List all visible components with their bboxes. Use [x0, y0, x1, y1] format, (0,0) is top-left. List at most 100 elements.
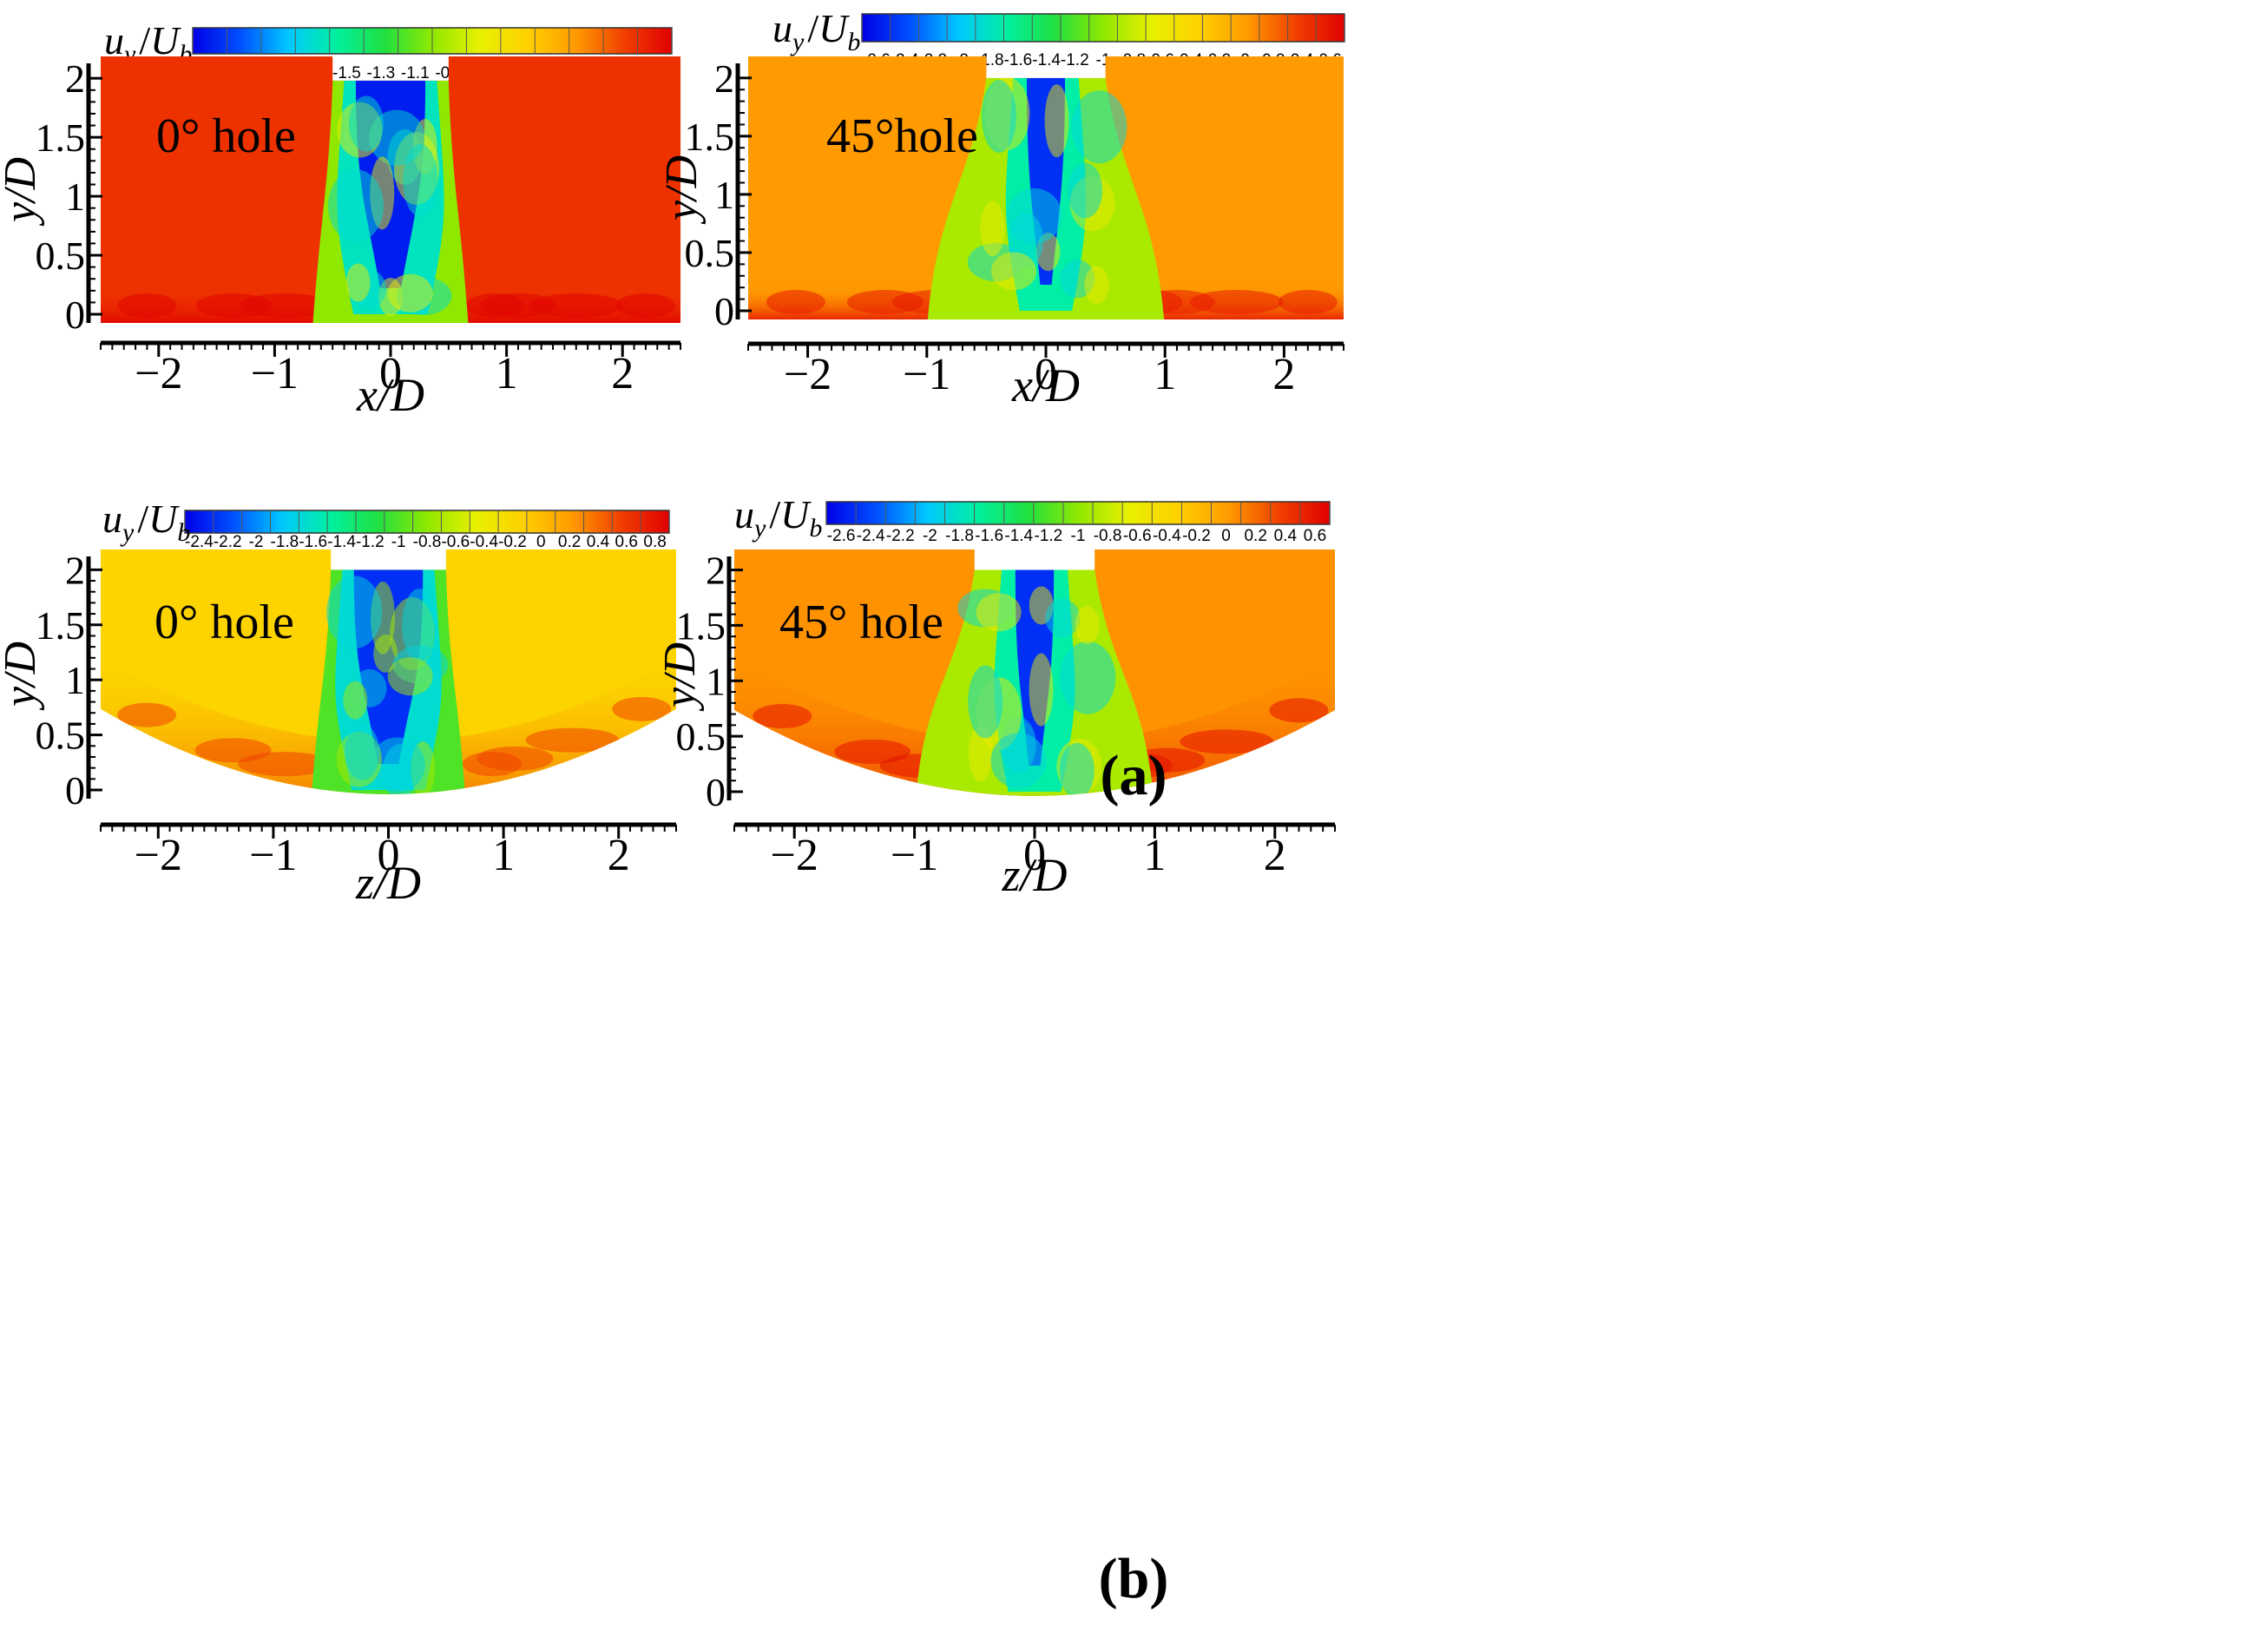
colorbar-label: uy/Ub: [102, 497, 190, 547]
colorbar-tick-label: -2: [249, 533, 264, 551]
panel-label-b: (b): [1099, 1547, 1169, 1610]
turbulent-structure: [1059, 742, 1095, 796]
wall-hotspot: [117, 702, 177, 727]
turbulent-structure: [1068, 162, 1103, 219]
colorbar-tick-label: -1.8: [945, 527, 974, 545]
turbulent-structure: [1060, 641, 1116, 714]
y-tick-label: 1: [706, 659, 726, 703]
colorbar-tick-label: -1.4: [327, 533, 356, 551]
colorbar-tick-label: -0.2: [1182, 527, 1211, 545]
colorbar-tick-label: -1.1: [401, 64, 430, 82]
colorbar-tick-label: -1.3: [366, 64, 395, 82]
turbulent-structure: [326, 576, 383, 649]
x-tick-label: −1: [251, 349, 299, 398]
turbulent-structure: [980, 201, 1005, 257]
contour-field: [101, 549, 676, 794]
panel-a-right: -2.6-2.4-2.2-2-1.8-1.6-1.4-1.2-1-0.8-0.6…: [657, 6, 1345, 411]
y-tick-label: 0.5: [36, 234, 86, 278]
colorbar-tick-label: 0.2: [558, 533, 581, 551]
turbulent-structure: [387, 657, 433, 696]
y-axis: 0 0.5 1 1.5 2 y/D: [0, 56, 102, 337]
turbulent-structure: [1029, 653, 1054, 727]
x-tick-label: 2: [1264, 831, 1286, 880]
colorbar-tick-label: -1.6: [975, 527, 1003, 545]
colorbar-tick-label: -1.2: [1035, 527, 1063, 545]
turbulent-structure: [1045, 598, 1081, 637]
contour-field: [748, 56, 1344, 319]
turbulent-structure: [1044, 84, 1069, 158]
colorbar-tick-label: 0.4: [1274, 527, 1298, 545]
contour-field: [734, 549, 1335, 796]
colorbar-tick-label: 0: [536, 533, 546, 551]
turbulent-structure: [369, 737, 425, 793]
x-axis: −2 −1 0 1 2 x/D: [747, 341, 1344, 411]
y-tick-label: 1.5: [36, 603, 86, 648]
wall-hotspot: [529, 293, 623, 318]
turbulent-structure: [991, 252, 1037, 291]
colorbar-tick-label: -1.2: [356, 533, 385, 551]
panel-label-a: (a): [1101, 744, 1167, 807]
x-tick-label: −2: [135, 831, 182, 880]
colorbar-gradient: [184, 510, 670, 534]
y-tick-label: 0.5: [676, 714, 726, 759]
colorbar-gradient: [861, 13, 1345, 43]
colorbar-tick-label: -1.8: [271, 533, 299, 551]
colorbar-tick-label: -0.4: [1153, 527, 1181, 545]
x-axis-label: x/D: [1011, 359, 1080, 411]
colorbar-tick-label: -1: [391, 533, 406, 551]
turbulent-structure: [968, 725, 993, 781]
x-tick-label: −1: [903, 350, 950, 399]
field-layers: [101, 56, 680, 323]
colorbar-tick-label: -1.2: [1061, 51, 1089, 69]
y-axis: 0 0.5 1 1.5 2 y/D: [657, 56, 752, 333]
x-tick-label: −2: [771, 831, 818, 880]
colorbar-tick-label: -1.4: [1032, 51, 1061, 69]
x-axis-label: x/D: [356, 369, 424, 421]
colorbar-tick-label: -2.2: [886, 527, 915, 545]
colorbar-tick-label: -1.6: [299, 533, 327, 551]
colorbar-label: uy/Ub: [734, 492, 822, 543]
x-tick-label: 2: [611, 349, 634, 398]
turbulent-structure: [1071, 90, 1127, 164]
x-tick-label: 2: [608, 831, 630, 880]
turbulent-structure: [981, 79, 1016, 153]
y-tick-label: 2: [714, 56, 734, 101]
y-tick-label: 2: [65, 56, 85, 101]
colorbar-tick-label: 0: [1221, 527, 1231, 545]
y-tick-label: 0.5: [685, 231, 735, 275]
turbulent-structure: [345, 724, 380, 780]
x-axis: −2 −1 0 1 2 x/D: [100, 340, 681, 421]
x-tick-label: 1: [496, 349, 518, 398]
y-tick-label: 1.5: [36, 115, 86, 160]
turbulent-structure: [1006, 188, 1062, 244]
colorbar-label: uy/Ub: [772, 6, 860, 56]
turbulent-structure: [976, 593, 1022, 632]
wall-hotspot: [766, 290, 825, 314]
colorbar-tick-label: 0.2: [1244, 527, 1266, 545]
wall-hotspot: [239, 293, 333, 318]
colorbar-tick-label: -0.6: [1123, 527, 1152, 545]
wall-hotspot: [615, 293, 675, 318]
x-tick-label: 0: [1023, 831, 1046, 880]
y-tick-label: 1.5: [685, 115, 735, 159]
panel-a-left: -2.3-2.1-1.9-1.7-1.5-1.3-1.1-0.9-0.7-0.5…: [0, 18, 681, 421]
y-tick-label: 0.5: [36, 714, 86, 758]
y-tick-label: 1.5: [676, 603, 726, 648]
turbulent-structure: [968, 665, 1003, 739]
wall-hotspot: [1278, 290, 1338, 314]
x-tick-label: −1: [249, 831, 297, 880]
y-tick-label: 0: [65, 293, 85, 337]
colorbar-tick-label: -1.5: [332, 64, 361, 82]
y-tick-label: 1: [65, 658, 85, 702]
y-tick-label: 1: [714, 173, 734, 217]
turbulent-structure: [1075, 606, 1100, 645]
colorbar-tick-label: 0.4: [587, 533, 610, 551]
colorbar-tick-label: -2.2: [214, 533, 242, 551]
colorbar-tick-label: -2: [923, 527, 937, 545]
panel-title: 45° hole: [779, 596, 943, 649]
y-axis: 0 0.5 1 1.5 2 y/D: [655, 549, 743, 814]
y-axis-label: y/D: [0, 642, 45, 711]
y-tick-label: 1: [65, 174, 85, 219]
colorbar-tick-label: -2.4: [857, 527, 885, 545]
x-axis-label: z/D: [1001, 849, 1067, 901]
